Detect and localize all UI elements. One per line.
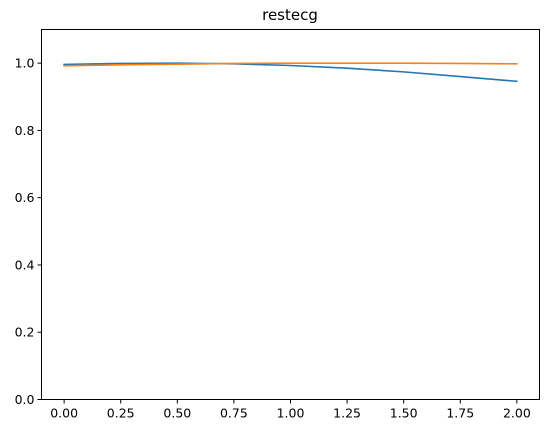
x-tick-label: 0.50	[163, 406, 191, 421]
y-tick-label: 0.6	[15, 190, 35, 205]
x-tick-label: 1.75	[446, 406, 474, 421]
x-tick-label: 0.75	[220, 406, 248, 421]
x-tick-label: 1.00	[277, 406, 305, 421]
x-tick-label: 2.00	[503, 406, 531, 421]
y-tick-label: 0.8	[15, 123, 35, 138]
chart-title: restecg	[262, 6, 318, 24]
x-tick-label: 0.00	[50, 406, 78, 421]
y-tick-label: 1.0	[15, 56, 35, 71]
y-tick-label: 0.4	[15, 257, 35, 272]
plot-frame	[41, 29, 540, 400]
y-axis: 0.0 0.2 0.4 0.6 0.8 1.0	[15, 56, 42, 407]
x-tick-label: 1.25	[333, 406, 361, 421]
series-line-1	[63, 62, 518, 83]
y-tick-label: 0.0	[15, 392, 35, 407]
x-tick-label: 0.25	[107, 406, 135, 421]
x-tick-label: 1.50	[390, 406, 418, 421]
series-line-2	[63, 62, 518, 67]
y-tick-label: 0.2	[15, 325, 35, 340]
x-axis: 0.00 0.25 0.50 0.75 1.00 1.25 1.50 1.75 2.00	[50, 399, 531, 421]
plot-lines	[63, 62, 518, 83]
